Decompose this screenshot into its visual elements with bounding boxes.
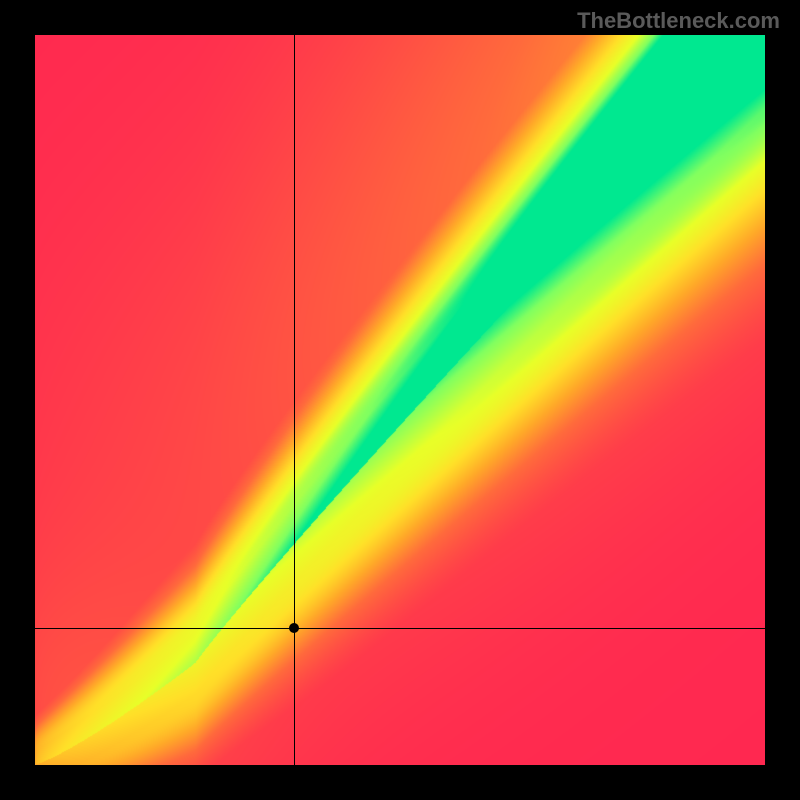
crosshair-vertical <box>294 35 295 765</box>
selection-marker <box>289 623 299 633</box>
crosshair-horizontal <box>35 628 765 629</box>
chart-container: TheBottleneck.com <box>0 0 800 800</box>
chart-area <box>35 35 765 765</box>
attribution-text: TheBottleneck.com <box>577 8 780 34</box>
bottleneck-heatmap <box>35 35 765 765</box>
